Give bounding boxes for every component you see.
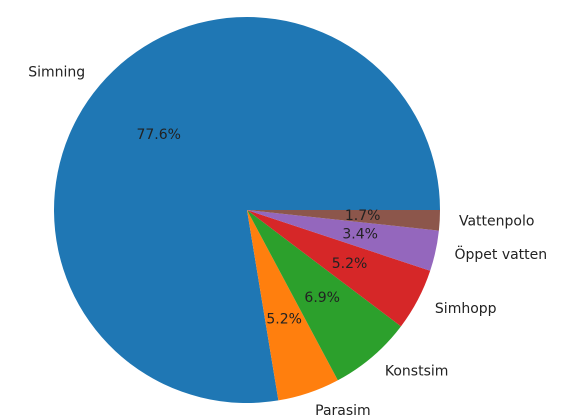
percent-label: 5.2% (332, 256, 368, 272)
percent-label: 77.6% (136, 127, 180, 143)
slice-label: Simning (28, 65, 85, 81)
slice-label: Simhopp (435, 301, 497, 317)
pie-slice (53, 17, 440, 404)
percent-label: 5.2% (266, 312, 302, 328)
slice-label: Parasim (315, 403, 371, 417)
pie-slice (247, 210, 439, 271)
pie-slice (247, 210, 440, 231)
slice-label: Öppet vatten (454, 245, 547, 263)
slice-label: Vattenpolo (459, 213, 534, 229)
slice-label: Konstsim (385, 363, 449, 379)
pie-slice (247, 210, 401, 381)
percent-label: 6.9% (304, 290, 340, 306)
pie-slice (247, 210, 338, 401)
percent-label: 3.4% (342, 227, 378, 243)
pie-slice (247, 210, 431, 327)
percent-label: 1.7% (345, 208, 381, 224)
